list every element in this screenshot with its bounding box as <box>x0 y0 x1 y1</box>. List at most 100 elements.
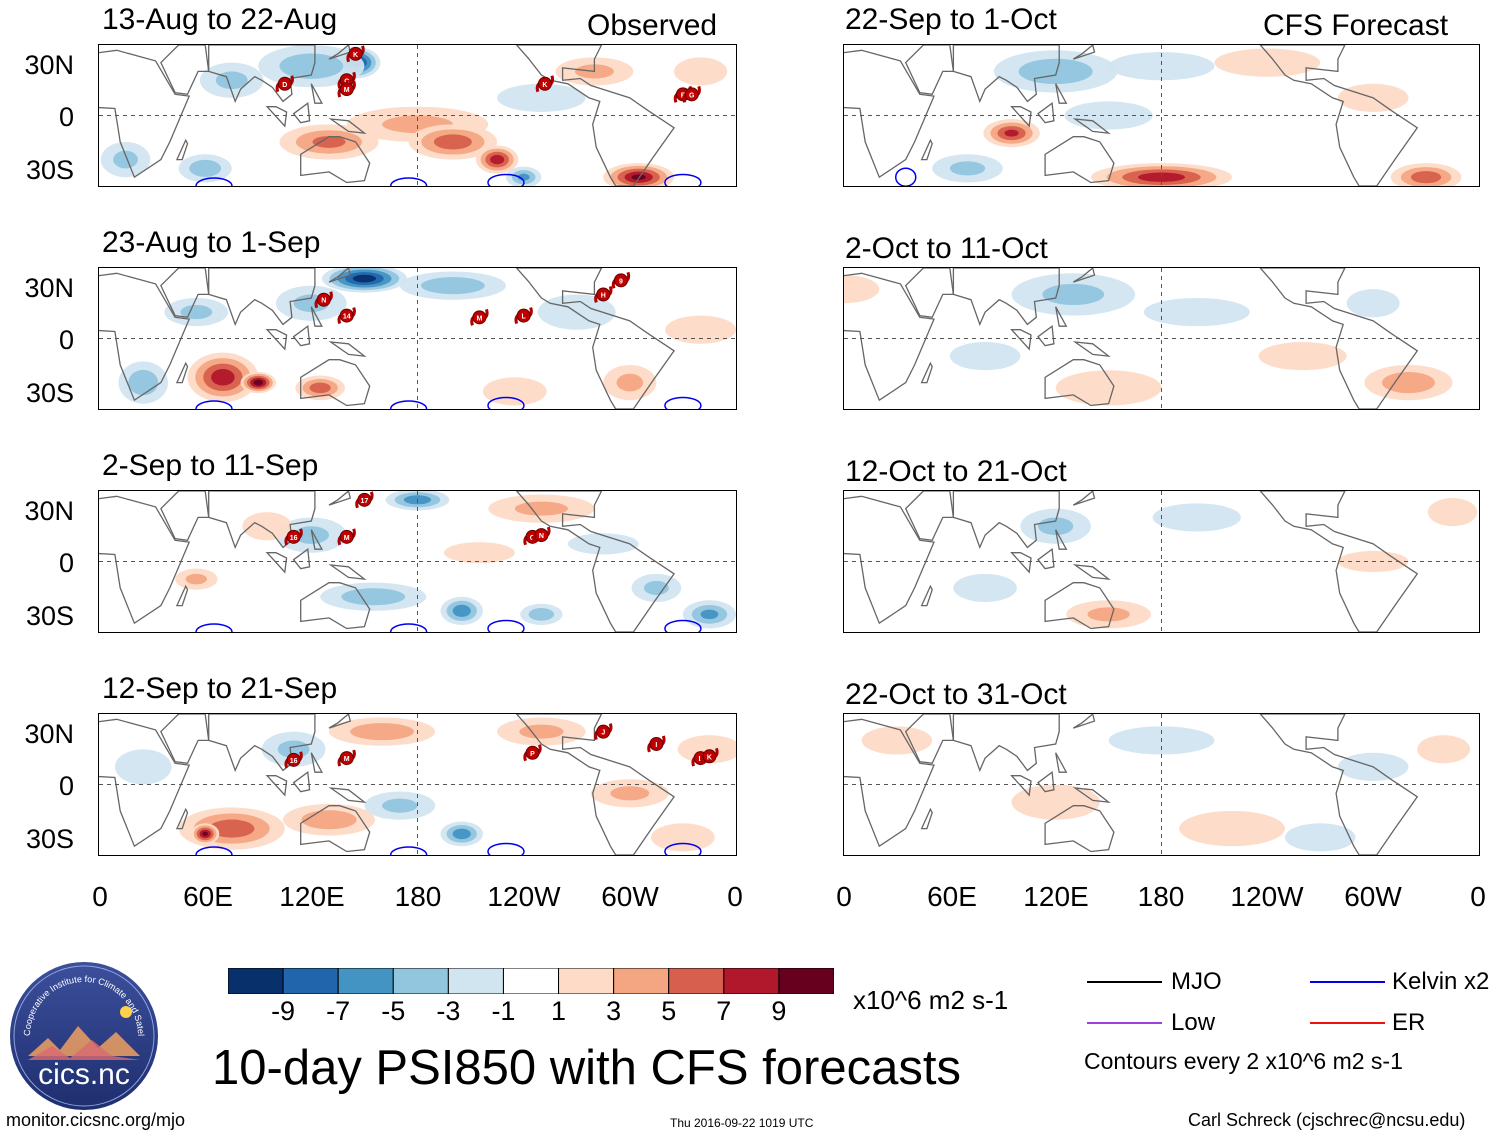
anomaly-contour <box>1087 607 1130 622</box>
anomaly-contour <box>528 608 555 621</box>
anomaly-contour <box>651 823 715 852</box>
coastline <box>328 341 367 357</box>
storm-marker-label: N <box>321 298 326 305</box>
map-panel-fc-2 <box>843 267 1480 410</box>
anomaly-contour <box>567 533 639 555</box>
coastline <box>920 584 933 607</box>
panel-title-obs-2: 23-Aug to 1-Sep <box>102 226 321 259</box>
coastline <box>265 106 288 128</box>
storm-marker-label: K <box>353 52 358 59</box>
anomaly-contour <box>113 150 138 169</box>
logo-text: cics.nc <box>38 1058 130 1091</box>
lon-label-180: 180 <box>1137 881 1185 912</box>
storm-marker: M <box>470 308 489 326</box>
colorbar-tick-label: -9 <box>271 996 296 1026</box>
kelvin-contour <box>487 619 525 632</box>
kelvin-contour <box>389 846 428 855</box>
storm-marker: M <box>337 749 356 767</box>
storm-marker: 16 <box>284 528 303 546</box>
colorbar <box>228 968 834 994</box>
kelvin-contour <box>389 400 428 409</box>
coastline <box>265 552 288 574</box>
storm-marker-label: K <box>707 754 712 761</box>
coastline <box>904 268 955 319</box>
coastline <box>1044 805 1115 853</box>
colorbar-units: x10^6 m2 s-1 <box>853 985 1009 1015</box>
anomaly-contour <box>341 588 406 606</box>
anomaly-contour <box>208 819 255 838</box>
storm-marker-label: G <box>689 92 695 99</box>
coastline <box>844 272 935 402</box>
coastline <box>844 495 935 625</box>
anomaly-contour <box>1258 342 1347 371</box>
lon-label-0: 0 <box>836 881 852 912</box>
anomaly-contour <box>309 382 331 394</box>
coastline <box>1055 752 1068 773</box>
anomaly-contour <box>490 154 505 165</box>
anomaly-contour <box>517 173 530 181</box>
storm-marker-label: 16 <box>290 535 298 542</box>
lat-label-30s: 30S <box>25 824 74 854</box>
lon-label-0: 0 <box>727 881 743 912</box>
colorbar-swatch <box>228 968 284 994</box>
kelvin-contour <box>664 619 702 632</box>
colorbar-tick-label: 1 <box>551 996 567 1026</box>
colorbar-labels: -9 -7 -5 -3 -1 1 3 5 7 9 <box>228 998 834 1028</box>
anomaly-contour <box>1284 823 1356 852</box>
coastline <box>160 45 210 96</box>
anomaly-contour <box>444 542 515 564</box>
anomaly-contour <box>253 379 264 386</box>
anomaly-contour <box>519 724 564 739</box>
panel-title-fc-2: 2-Oct to 11-Oct <box>845 232 1048 265</box>
coastline <box>1072 491 1096 506</box>
footer-author: Carl Schreck (cjschrec@ncsu.edu) <box>1188 1110 1466 1130</box>
lon-label-60e: 60E <box>927 881 977 912</box>
coastline <box>208 714 316 773</box>
coastline <box>292 101 311 124</box>
lon-label-120w: 120W <box>1230 881 1304 912</box>
storm-marker: M <box>337 80 356 98</box>
storm-marker-label: 16 <box>290 758 298 765</box>
lat-label-30n: 30N <box>24 273 74 303</box>
main-title: 10-day PSI850 with CFS forecasts <box>212 1041 961 1095</box>
legend-label-low: Low <box>1171 1009 1216 1036</box>
coastline <box>300 136 371 184</box>
colorbar-swatch <box>282 968 339 994</box>
storm-marker: K <box>346 45 365 63</box>
colorbar-swatch <box>723 968 780 994</box>
lat-label-30n: 30N <box>24 496 74 526</box>
kelvin-contour <box>487 396 525 409</box>
anomaly-contour <box>421 277 485 295</box>
anomaly-contour <box>452 828 471 840</box>
anomaly-contour <box>1410 171 1442 184</box>
anomaly-contour <box>674 57 728 86</box>
lat-label-30n: 30N <box>24 50 74 80</box>
legend-label-mjo: MJO <box>1171 968 1222 995</box>
lat-label-30s: 30S <box>25 378 74 408</box>
kelvin-contour <box>894 167 917 186</box>
storm-marker: H <box>594 285 613 303</box>
lat-label-30s: 30S <box>25 155 74 185</box>
coastline <box>515 491 676 632</box>
lon-label-60w: 60W <box>601 881 659 912</box>
anomaly-contour <box>677 735 736 764</box>
storm-marker-label: 9 <box>619 278 623 285</box>
coastline <box>1259 714 1419 855</box>
anomaly-contour <box>382 798 418 813</box>
anomaly-contour <box>1417 735 1471 764</box>
anomaly-contour <box>616 373 644 392</box>
map-panel-fc-1 <box>843 44 1480 187</box>
storm-marker: M <box>337 528 356 546</box>
observed-header: Observed <box>587 9 718 42</box>
map-panel-obs-2: N 14 M L H 9 <box>98 267 737 410</box>
coastline <box>175 584 189 607</box>
map-panel-obs-4: 16 M P J I L K <box>98 713 737 856</box>
kelvin-contour <box>195 400 233 409</box>
coastline <box>300 359 371 407</box>
kelvin-contour <box>487 842 525 855</box>
lon-label-120e: 120E <box>1023 881 1089 912</box>
anomaly-contour <box>1018 58 1093 85</box>
kelvin-contour <box>664 396 702 409</box>
legend-line-er <box>1310 1022 1385 1024</box>
